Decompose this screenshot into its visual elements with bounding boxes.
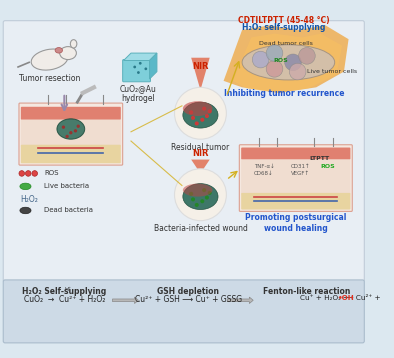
- Text: CD31↑: CD31↑: [291, 164, 311, 169]
- Circle shape: [74, 129, 77, 132]
- Circle shape: [299, 48, 315, 64]
- Circle shape: [202, 107, 206, 111]
- Text: CDTILTPTT (45-48 °C): CDTILTPTT (45-48 °C): [238, 16, 329, 25]
- Circle shape: [62, 126, 65, 129]
- Circle shape: [208, 110, 212, 113]
- Ellipse shape: [71, 40, 77, 48]
- Text: LTPTT: LTPTT: [309, 156, 329, 161]
- Circle shape: [189, 110, 193, 114]
- Text: •OH: •OH: [338, 295, 355, 301]
- Text: Fenton-like reaction: Fenton-like reaction: [263, 287, 351, 296]
- Polygon shape: [223, 25, 349, 93]
- FancyBboxPatch shape: [239, 145, 352, 212]
- Circle shape: [266, 61, 283, 77]
- Circle shape: [65, 135, 69, 138]
- Text: Residual tumor: Residual tumor: [171, 143, 230, 152]
- Circle shape: [205, 114, 209, 118]
- Text: GSH depletion: GSH depletion: [158, 287, 219, 296]
- Circle shape: [175, 169, 227, 221]
- Ellipse shape: [60, 47, 76, 59]
- Text: Bacteria-infected wound: Bacteria-infected wound: [154, 224, 247, 233]
- Circle shape: [19, 171, 24, 176]
- Ellipse shape: [57, 119, 85, 139]
- Text: H⁺: H⁺: [65, 287, 72, 292]
- Ellipse shape: [183, 184, 212, 197]
- Text: H₂O₂ self-supplying: H₂O₂ self-supplying: [242, 23, 325, 32]
- FancyBboxPatch shape: [3, 21, 364, 282]
- Circle shape: [200, 199, 204, 203]
- Circle shape: [252, 51, 269, 68]
- Circle shape: [32, 171, 37, 176]
- Circle shape: [137, 71, 140, 74]
- FancyBboxPatch shape: [241, 147, 350, 160]
- Text: Live bacteria: Live bacteria: [44, 183, 89, 189]
- Text: Dead bacteria: Dead bacteria: [44, 208, 93, 213]
- FancyBboxPatch shape: [241, 160, 350, 195]
- Text: Cu²⁺ + GSH ⟶ Cu⁺ + GSSG: Cu²⁺ + GSH ⟶ Cu⁺ + GSSG: [135, 295, 242, 304]
- FancyBboxPatch shape: [21, 120, 121, 146]
- Text: TNF-α↓: TNF-α↓: [254, 164, 275, 169]
- Polygon shape: [124, 53, 157, 61]
- Circle shape: [266, 45, 283, 62]
- Text: NIR: NIR: [192, 149, 209, 158]
- Ellipse shape: [20, 183, 31, 190]
- FancyBboxPatch shape: [3, 280, 364, 343]
- Circle shape: [139, 62, 142, 65]
- Text: ROS: ROS: [44, 170, 58, 176]
- Text: Inhibiting tumor recurrence: Inhibiting tumor recurrence: [223, 89, 344, 98]
- FancyBboxPatch shape: [19, 103, 123, 165]
- Text: CuO₂@Au
hydrogel: CuO₂@Au hydrogel: [120, 84, 157, 103]
- Text: NIR: NIR: [192, 62, 209, 71]
- Circle shape: [285, 54, 301, 71]
- FancyBboxPatch shape: [21, 145, 121, 163]
- Ellipse shape: [31, 49, 68, 70]
- Ellipse shape: [183, 102, 218, 128]
- Polygon shape: [233, 34, 342, 93]
- Ellipse shape: [183, 184, 218, 209]
- Text: CuO₂  →  Cu²⁺ + H₂O₂: CuO₂ → Cu²⁺ + H₂O₂: [24, 295, 105, 304]
- Circle shape: [202, 188, 206, 192]
- Circle shape: [289, 63, 306, 80]
- Ellipse shape: [242, 45, 335, 80]
- Polygon shape: [191, 160, 210, 173]
- Text: Live tumor cells: Live tumor cells: [307, 69, 357, 74]
- Circle shape: [76, 125, 80, 128]
- Text: Tumor resection: Tumor resection: [19, 74, 80, 83]
- Ellipse shape: [183, 101, 212, 116]
- Circle shape: [191, 116, 195, 120]
- Circle shape: [208, 191, 212, 195]
- Text: Cu⁺ + H₂O₂ ⟶ Cu²⁺ +: Cu⁺ + H₂O₂ ⟶ Cu²⁺ +: [299, 295, 383, 301]
- FancyBboxPatch shape: [241, 193, 350, 209]
- Polygon shape: [191, 58, 210, 90]
- Circle shape: [195, 203, 199, 207]
- Text: Promoting postsurgical
wound healing: Promoting postsurgical wound healing: [245, 213, 346, 233]
- Polygon shape: [149, 53, 157, 79]
- Polygon shape: [113, 297, 138, 304]
- Circle shape: [200, 118, 204, 122]
- Text: H₂O₂ Self-supplying: H₂O₂ Self-supplying: [22, 287, 106, 296]
- Text: H₂O₂: H₂O₂: [20, 195, 38, 204]
- Ellipse shape: [20, 207, 31, 214]
- Circle shape: [26, 171, 31, 176]
- Text: VEGF↑: VEGF↑: [291, 171, 310, 176]
- Circle shape: [205, 195, 209, 199]
- Polygon shape: [227, 297, 253, 304]
- Circle shape: [145, 67, 147, 70]
- FancyBboxPatch shape: [123, 59, 151, 82]
- Text: Dead tumor cells: Dead tumor cells: [259, 41, 313, 46]
- Circle shape: [133, 66, 136, 68]
- Text: ROS: ROS: [321, 164, 336, 169]
- Circle shape: [191, 197, 195, 202]
- Circle shape: [189, 192, 193, 196]
- Circle shape: [175, 87, 227, 139]
- Text: ROS: ROS: [273, 58, 288, 63]
- FancyBboxPatch shape: [21, 107, 121, 120]
- Ellipse shape: [55, 48, 63, 53]
- Text: CD68↓: CD68↓: [254, 171, 274, 176]
- Circle shape: [69, 131, 72, 134]
- Circle shape: [195, 121, 199, 126]
